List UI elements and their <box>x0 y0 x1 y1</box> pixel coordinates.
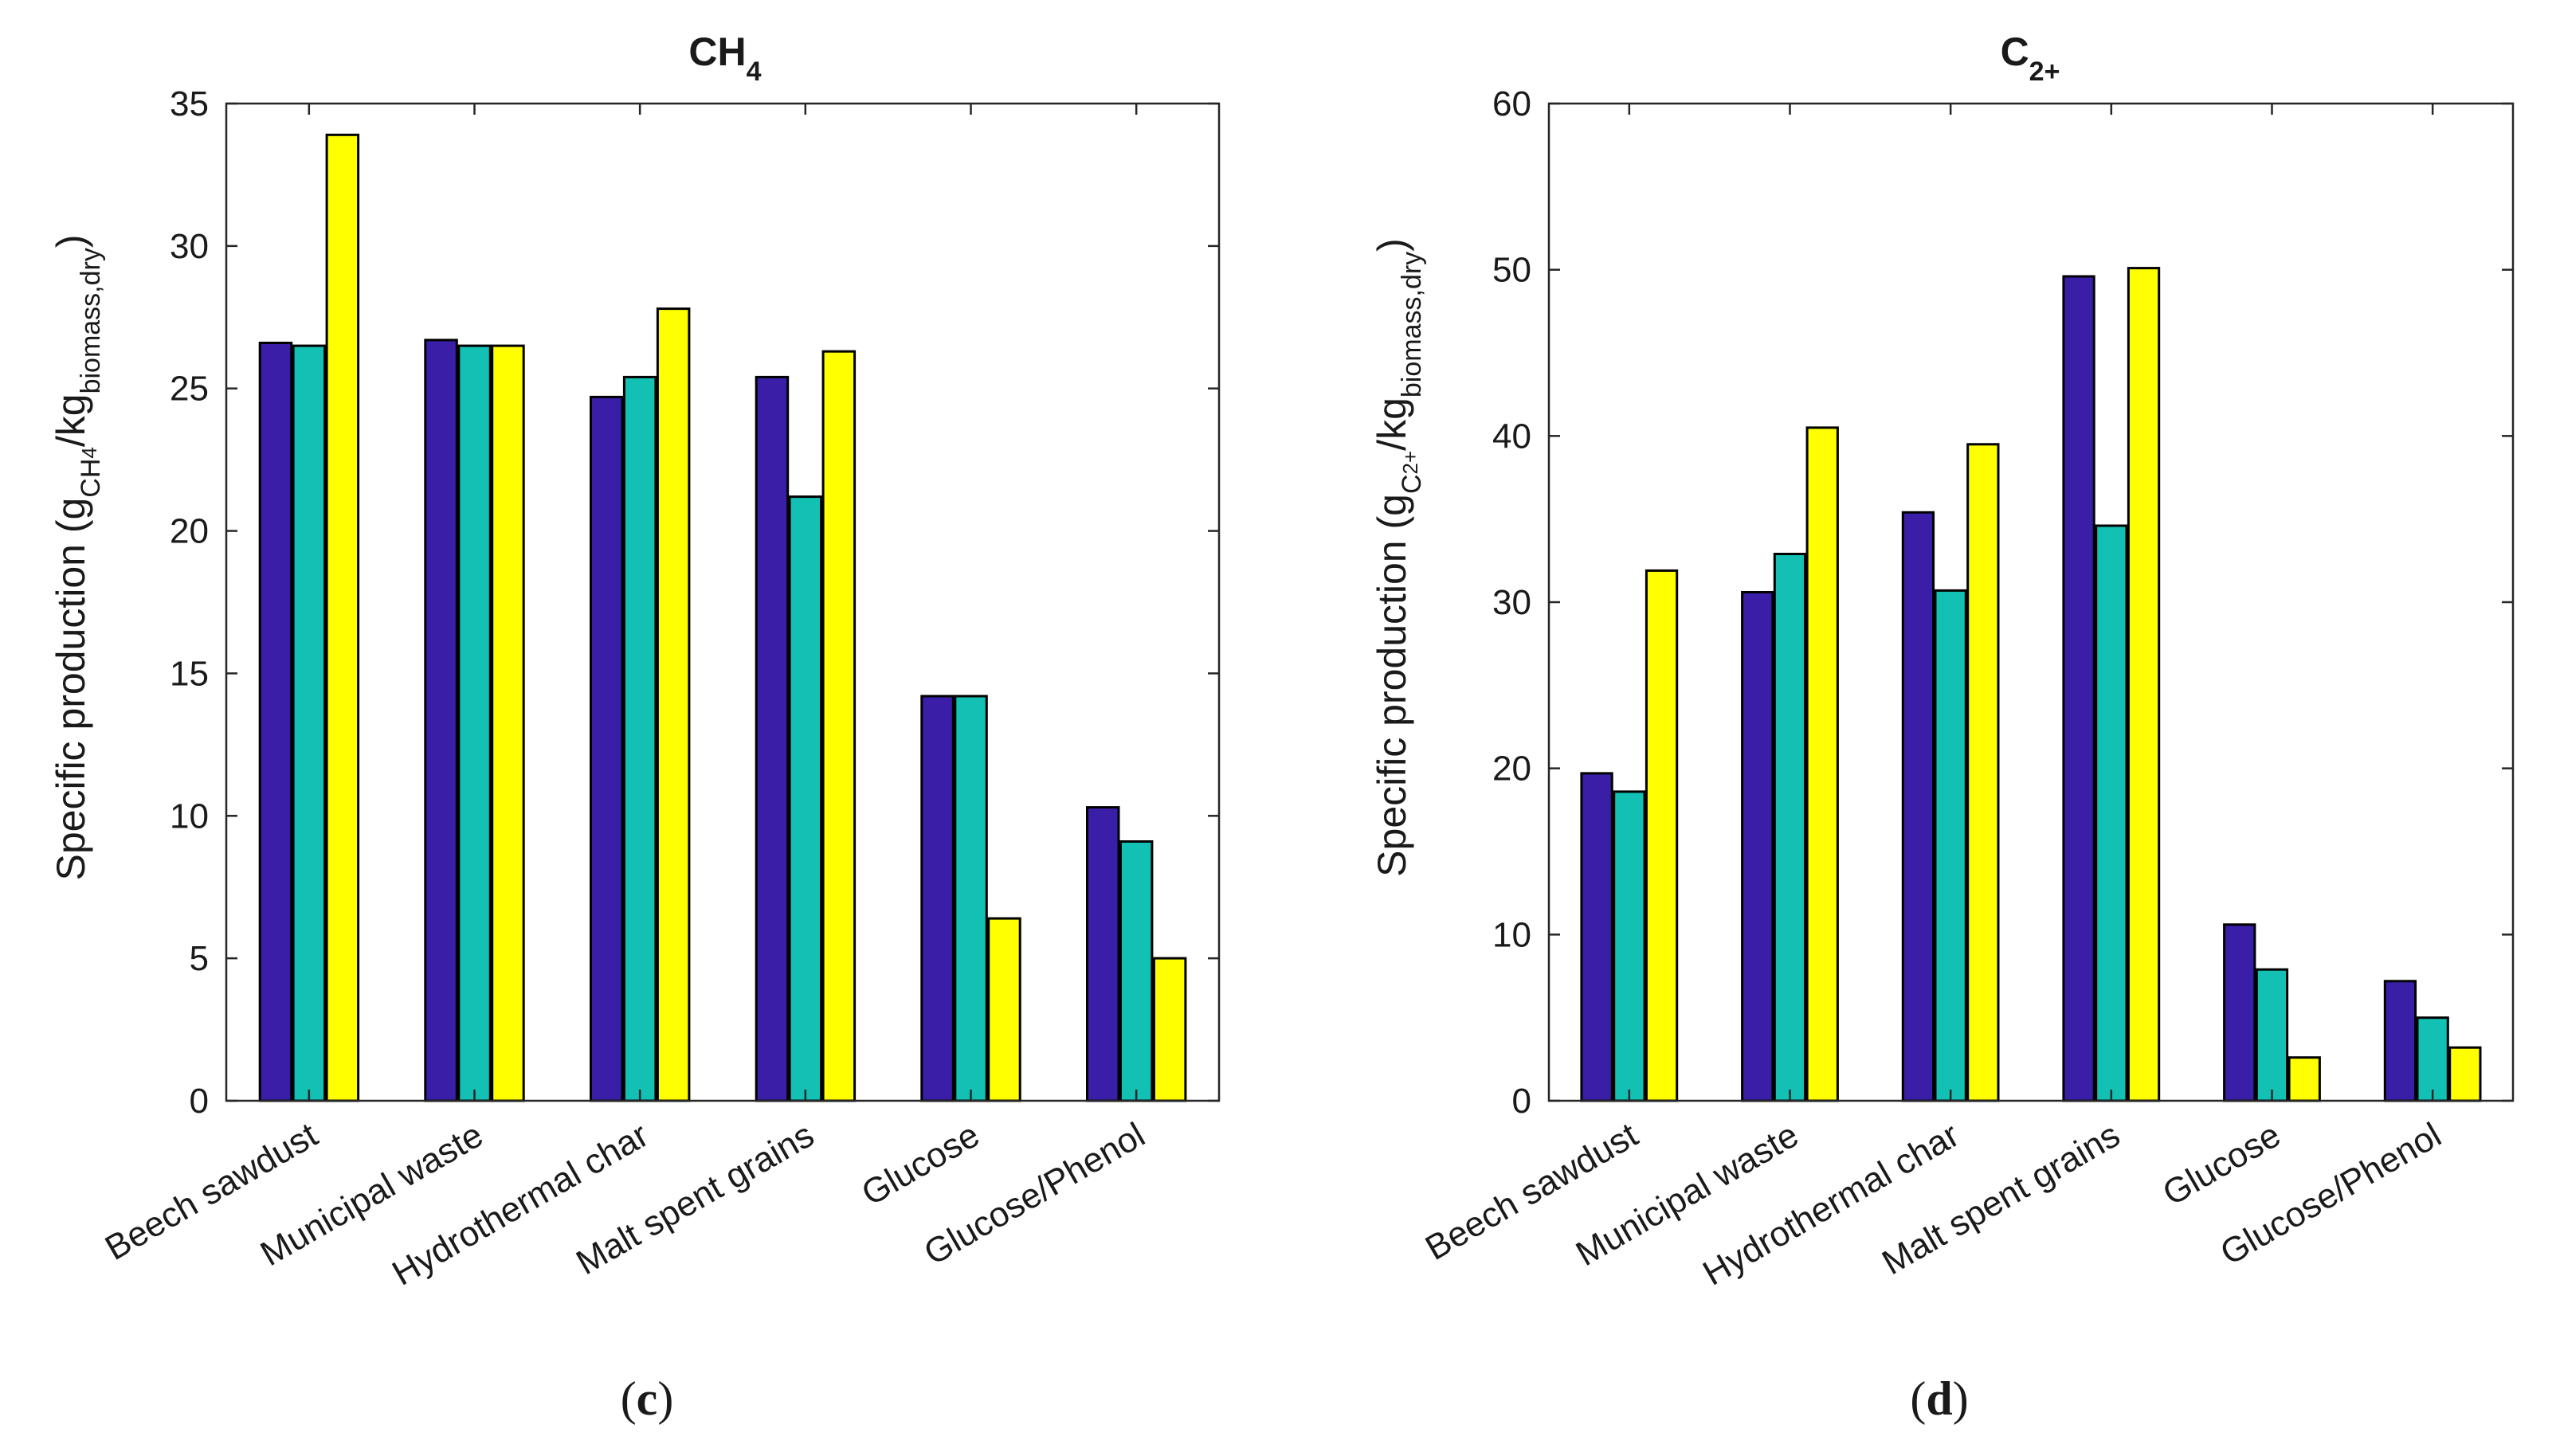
ytick-label-d-2: 20 <box>1492 750 1531 789</box>
ytick-label-c-2: 10 <box>170 796 209 836</box>
bar-c-1-0 <box>424 339 458 1102</box>
bar-d-3-0 <box>2062 275 2095 1102</box>
bar-c-3-0 <box>755 375 790 1102</box>
bar-d-1-2 <box>1805 426 1839 1102</box>
bar-c-5-2 <box>1152 957 1187 1102</box>
ytick-label-d-3: 30 <box>1492 583 1531 622</box>
bar-c-2-0 <box>590 395 624 1102</box>
bar-d-2-2 <box>1966 443 2000 1102</box>
bar-c-4-1 <box>954 695 988 1102</box>
bar-d-1-1 <box>1773 553 1807 1102</box>
ytick-label-d-1: 10 <box>1492 915 1531 954</box>
bar-d-1-0 <box>1741 591 1774 1102</box>
bar-d-0-1 <box>1613 790 1646 1102</box>
bar-d-2-0 <box>1901 511 1935 1102</box>
plot-frame-c <box>225 102 1221 1102</box>
y-axis-label-c: Specific production (gCH4/kgbiomass,dry) <box>49 234 106 880</box>
bar-d-5-2 <box>2448 1046 2482 1102</box>
chart-title-d: C2+ <box>2001 29 2060 87</box>
bar-d-4-1 <box>2255 968 2289 1102</box>
bar-c-5-1 <box>1119 840 1154 1102</box>
bar-c-5-0 <box>1086 806 1120 1102</box>
bar-c-3-1 <box>788 495 823 1102</box>
bar-d-3-1 <box>2095 524 2128 1102</box>
plot-frame-d <box>1547 102 2515 1102</box>
ytick-label-c-5: 25 <box>170 370 209 409</box>
panel-label-c: (c) <box>621 1372 674 1425</box>
category-label-c-4: Glucose <box>855 1115 986 1213</box>
ytick-label-d-5: 50 <box>1492 251 1531 290</box>
ytick-label-c-4: 20 <box>170 512 209 551</box>
bar-d-2-1 <box>1934 589 1967 1102</box>
ytick-label-c-1: 5 <box>190 939 209 978</box>
bar-d-4-0 <box>2223 923 2256 1102</box>
bar-c-0-0 <box>258 342 293 1102</box>
bar-d-0-2 <box>1645 569 1679 1102</box>
bar-c-1-1 <box>457 344 492 1102</box>
bar-c-2-1 <box>622 375 657 1102</box>
panel-label-d: (d) <box>1910 1372 1968 1425</box>
ytick-label-c-0: 0 <box>190 1082 209 1121</box>
y-axis-label-d: Specific production (gC2+/kgbiomass,dry) <box>1370 238 1427 877</box>
ytick-label-c-7: 35 <box>170 84 209 123</box>
ytick-label-d-6: 60 <box>1492 84 1531 123</box>
ytick-label-c-3: 15 <box>170 654 209 693</box>
bar-c-1-2 <box>491 344 525 1102</box>
ytick-label-d-0: 0 <box>1512 1082 1531 1121</box>
bar-c-2-2 <box>656 307 691 1102</box>
chart-title-c: CH4 <box>688 29 761 87</box>
bar-c-0-1 <box>292 344 327 1102</box>
ytick-label-c-6: 30 <box>170 227 209 266</box>
ytick-label-d-4: 40 <box>1492 417 1531 456</box>
bar-d-0-0 <box>1580 772 1613 1102</box>
bar-c-4-2 <box>987 917 1021 1102</box>
bar-c-0-2 <box>325 133 360 1102</box>
category-label-d-4: Glucose <box>2156 1115 2287 1213</box>
bar-d-3-2 <box>2127 267 2161 1102</box>
bar-c-3-2 <box>821 350 857 1102</box>
bar-c-4-0 <box>920 695 955 1102</box>
bar-d-4-2 <box>2287 1056 2321 1102</box>
bar-d-5-0 <box>2383 980 2417 1102</box>
bar-d-5-1 <box>2416 1016 2449 1102</box>
category-label-d-2: Hydrothermal char <box>1696 1115 1966 1293</box>
